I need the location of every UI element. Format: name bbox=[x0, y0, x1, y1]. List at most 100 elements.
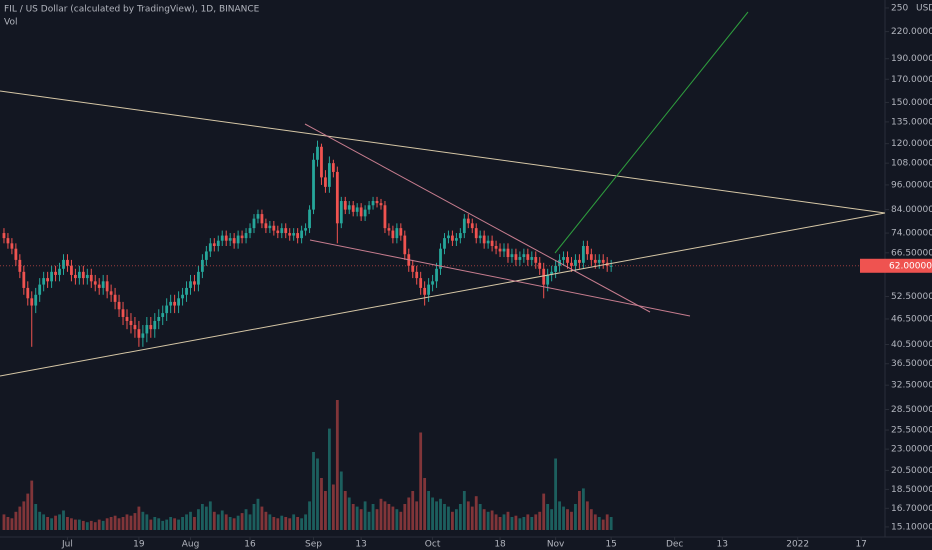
volume-bar bbox=[264, 511, 268, 530]
candle-body bbox=[427, 284, 431, 295]
volume-bar bbox=[212, 511, 216, 530]
x-tick-label: 19 bbox=[133, 540, 145, 550]
volume-bar bbox=[458, 504, 462, 530]
drawings bbox=[0, 11, 886, 377]
volume-bar bbox=[470, 506, 474, 530]
volume-bar bbox=[320, 478, 323, 530]
volume-bar bbox=[363, 501, 367, 530]
volume-bar bbox=[252, 504, 256, 530]
volume-bar bbox=[312, 452, 315, 530]
volume-bar bbox=[2, 514, 6, 530]
candle-body bbox=[181, 294, 184, 299]
volume-bar bbox=[181, 517, 184, 530]
candle-body bbox=[474, 228, 478, 239]
candle-body bbox=[30, 298, 34, 306]
volume-bar bbox=[117, 518, 121, 530]
volume-bar bbox=[85, 522, 89, 530]
volume-bar bbox=[216, 514, 220, 530]
candle-body bbox=[478, 235, 482, 239]
volume-bar bbox=[26, 493, 30, 530]
volume-bar bbox=[403, 504, 407, 530]
candle-body bbox=[490, 240, 494, 246]
volume-bar bbox=[232, 518, 236, 530]
candle-body bbox=[419, 278, 423, 288]
candle-body bbox=[585, 245, 589, 255]
candle-body bbox=[578, 259, 581, 263]
candle-body bbox=[264, 223, 268, 229]
candle-body bbox=[193, 281, 196, 285]
y-tick-label: 135.000000 bbox=[891, 117, 932, 127]
volume-bar bbox=[272, 517, 276, 530]
volume-bar bbox=[10, 518, 14, 530]
y-tick-label: 74.000000 bbox=[891, 229, 932, 239]
x-tick-label: Dec bbox=[666, 540, 683, 550]
candle-body bbox=[74, 274, 77, 279]
x-tick-label: 16 bbox=[244, 540, 256, 550]
candle-body bbox=[244, 233, 248, 239]
candle-body bbox=[462, 218, 466, 234]
candle-body bbox=[81, 271, 85, 279]
volume-bar bbox=[530, 517, 534, 530]
candle-body bbox=[363, 209, 367, 217]
volume-bar bbox=[292, 514, 296, 530]
candle-body bbox=[609, 265, 613, 267]
candle-body bbox=[272, 225, 276, 231]
volume-bar bbox=[121, 517, 125, 530]
volume-bar bbox=[570, 511, 573, 530]
candle-body bbox=[77, 271, 81, 279]
candle-body bbox=[145, 325, 149, 334]
volume-bar bbox=[506, 511, 510, 530]
volume-bar bbox=[379, 498, 383, 530]
candle-body bbox=[70, 265, 73, 275]
candle-body bbox=[185, 287, 188, 295]
candle-body bbox=[387, 228, 391, 231]
volume-bar bbox=[597, 517, 601, 530]
candle-body bbox=[470, 223, 474, 229]
candle-body bbox=[296, 233, 300, 239]
volume-bar bbox=[260, 506, 264, 530]
volume-bar bbox=[101, 520, 105, 530]
y-tick-label: 36.500000 bbox=[891, 359, 932, 369]
candle-body bbox=[66, 259, 69, 266]
volume-bar bbox=[256, 498, 260, 530]
volume-bar bbox=[419, 432, 423, 530]
candle-body bbox=[466, 218, 470, 224]
candle-body bbox=[597, 259, 601, 263]
candle-body bbox=[327, 163, 331, 187]
volume-bar bbox=[324, 491, 327, 530]
volume-bar bbox=[550, 509, 554, 530]
volume-bar bbox=[578, 491, 581, 530]
volume-bar bbox=[129, 515, 133, 530]
candle-body bbox=[200, 259, 204, 272]
candle-body bbox=[458, 233, 462, 239]
y-tick-label: 66.500000 bbox=[891, 248, 932, 258]
volume-bar bbox=[46, 517, 50, 530]
y-tick-label: 108.000000 bbox=[891, 159, 932, 169]
candle-body bbox=[6, 238, 10, 244]
y-tick-label: 52.500000 bbox=[891, 292, 932, 302]
candle-body bbox=[42, 278, 46, 285]
volume-bar bbox=[284, 517, 288, 530]
candle-body bbox=[415, 271, 419, 279]
volume-bar bbox=[224, 514, 228, 530]
volume-bar bbox=[605, 514, 609, 530]
candle-body bbox=[208, 243, 212, 252]
candle-body bbox=[554, 265, 558, 272]
volume-bar bbox=[486, 511, 490, 530]
candle-body bbox=[383, 205, 387, 229]
trend-line bbox=[0, 212, 886, 377]
trend-line bbox=[309, 239, 691, 317]
candle-body bbox=[447, 235, 450, 239]
candle-body bbox=[93, 281, 97, 285]
candle-body bbox=[97, 284, 101, 288]
candle-body bbox=[546, 274, 550, 285]
candle-body bbox=[581, 245, 585, 263]
volume-bar bbox=[462, 491, 466, 530]
candle-body bbox=[18, 259, 22, 272]
candle-body bbox=[26, 287, 30, 299]
candle-body bbox=[391, 230, 395, 239]
trend-line bbox=[0, 90, 886, 214]
volume-bar bbox=[296, 517, 300, 530]
